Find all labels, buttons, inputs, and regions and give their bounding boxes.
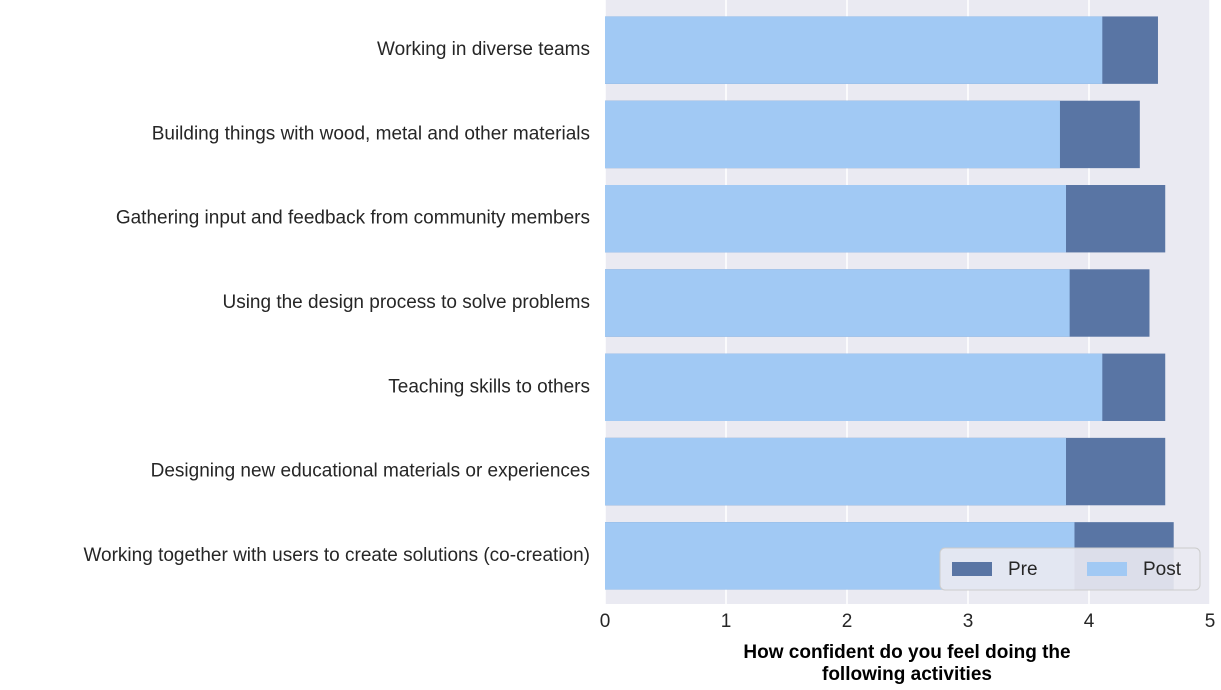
x-tick-label: 3 [963, 611, 974, 632]
legend-label: Pre [1008, 559, 1038, 580]
y-tick-label: Teaching skills to others [388, 376, 590, 397]
y-tick-label: Working in diverse teams [377, 39, 590, 60]
bar [605, 100, 1060, 169]
x-axis-title: How confident do you feel doing the foll… [743, 642, 1071, 685]
legend-swatch [1087, 562, 1127, 576]
y-tick-label: Working together with users to create so… [83, 545, 590, 566]
legend-box [939, 547, 1201, 591]
bar [605, 16, 1103, 84]
bar [605, 185, 1067, 253]
x-tick-label: 1 [721, 611, 732, 632]
x-tick-label: 0 [600, 611, 611, 632]
x-tick-label: 2 [842, 611, 853, 632]
bar [605, 269, 1070, 337]
x-tick-label: 4 [1084, 611, 1095, 632]
legend-swatch [952, 562, 992, 576]
y-tick-label: Using the design process to solve proble… [222, 292, 590, 313]
bar [605, 353, 1103, 421]
y-tick-label: Building things with wood, metal and oth… [152, 123, 590, 144]
legend-label: Post [1143, 559, 1182, 580]
y-tick-label: Gathering input and feedback from commun… [116, 208, 590, 229]
y-tick-label: Designing new educational materials or e… [151, 461, 590, 482]
legend: Pre Post [939, 547, 1201, 591]
x-tick-label: 5 [1205, 611, 1216, 632]
bar [605, 437, 1067, 506]
